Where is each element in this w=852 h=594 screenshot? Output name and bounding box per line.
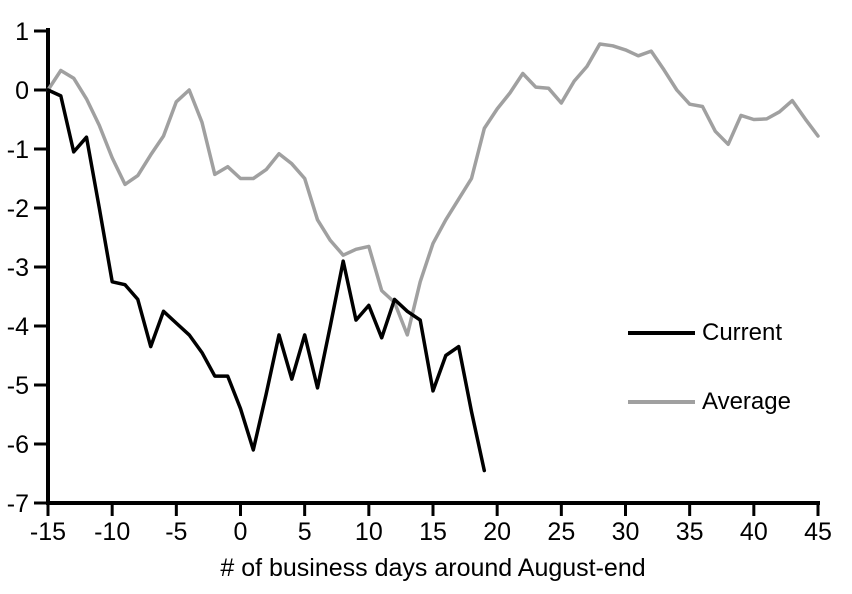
y-tick-label: -7 xyxy=(7,490,29,518)
x-axis-title: # of business days around August-end xyxy=(220,554,646,582)
legend-item-current: Current xyxy=(628,319,782,347)
x-tick-label: 45 xyxy=(804,518,832,546)
x-tick-label: 15 xyxy=(419,518,447,546)
y-tick-label: -3 xyxy=(7,254,29,282)
y-tick-label: -5 xyxy=(7,372,29,400)
x-tick-label: 25 xyxy=(547,518,575,546)
series-line-current xyxy=(46,88,487,473)
x-tick-label: 35 xyxy=(676,518,704,546)
y-tick-label: -4 xyxy=(7,313,29,341)
legend-swatch-current-line xyxy=(628,331,695,335)
x-tick-label: 5 xyxy=(298,518,312,546)
legend-label-average: Average xyxy=(702,388,791,415)
y-tick-label: -1 xyxy=(7,136,29,164)
x-tick-label: 40 xyxy=(740,518,768,546)
x-tick-label: 10 xyxy=(355,518,383,546)
legend-label-current: Current xyxy=(702,319,783,346)
y-tick-label: 0 xyxy=(15,77,29,105)
legend-item-average: Average xyxy=(628,388,791,416)
y-tick-label: -2 xyxy=(7,195,29,223)
series-line-average xyxy=(46,42,820,337)
x-tick-label: -10 xyxy=(94,518,130,546)
y-tick-label: 1 xyxy=(15,18,29,46)
x-tick-label: -15 xyxy=(30,518,66,546)
x-tick-label: 0 xyxy=(234,518,248,546)
legend-swatch-average-line xyxy=(628,400,695,404)
x-tick-label: 20 xyxy=(483,518,511,546)
y-tick-label: -6 xyxy=(7,431,29,459)
x-tick-label: 30 xyxy=(612,518,640,546)
x-tick-label: -5 xyxy=(165,518,187,546)
